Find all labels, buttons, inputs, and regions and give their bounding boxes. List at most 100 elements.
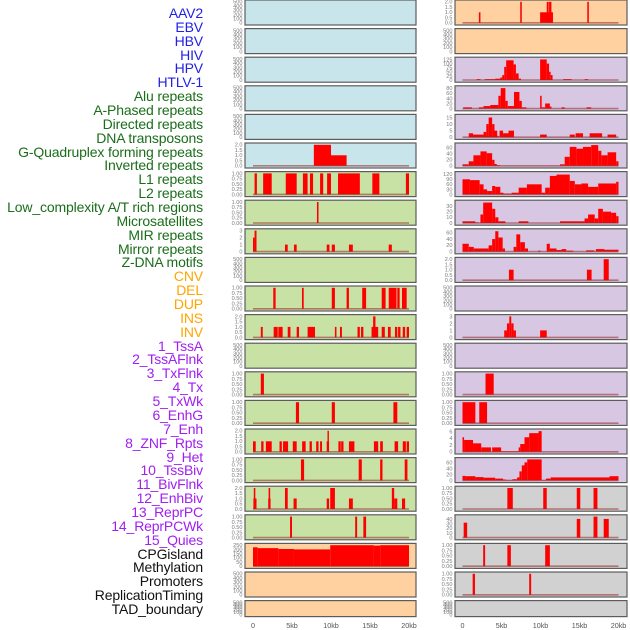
panel-frame	[454, 171, 628, 198]
bar	[301, 287, 304, 309]
y-tick-label: 2.0	[235, 314, 243, 320]
y-tick-label: 5	[449, 129, 452, 135]
panel-background	[455, 514, 627, 540]
panel-frame	[454, 428, 628, 455]
bar	[327, 430, 329, 452]
y-tick-label: 0.50	[232, 411, 243, 417]
y-tick-label: 0.50	[232, 182, 243, 188]
bar	[402, 441, 406, 452]
x-tick-label: 15kb	[572, 621, 588, 630]
bar	[492, 447, 502, 452]
y-tick-label: 0.25	[232, 530, 243, 536]
y-tick-label: 0.00	[442, 593, 453, 599]
y-tick-label: 200	[233, 356, 242, 362]
panel-background	[455, 286, 627, 311]
panel-l2-repeats: 0.000.250.500.751.00	[232, 371, 417, 399]
panel-background	[245, 400, 416, 426]
y-tick-label: 80	[446, 86, 452, 92]
bar	[326, 244, 330, 252]
legend-label: 6_EnhG	[152, 406, 204, 423]
y-tick-label: 1.5	[235, 148, 243, 154]
y-tick-label: 400	[233, 4, 242, 10]
y-tick-label: 100	[233, 556, 242, 562]
legend-label: 3_TxFlnk	[146, 365, 204, 382]
bar	[355, 516, 358, 538]
y-tick-label: 0.50	[232, 296, 243, 302]
bar	[278, 326, 283, 338]
bar	[361, 326, 364, 338]
bar	[616, 181, 619, 195]
y-tick-label: 400	[233, 576, 242, 582]
y-tick-label: 0	[449, 536, 452, 542]
bar	[273, 287, 276, 309]
bar	[593, 516, 598, 538]
bar	[462, 243, 469, 252]
bar	[527, 459, 542, 481]
bar	[302, 441, 306, 452]
legend-label: TAD_boundary	[111, 600, 203, 617]
legend-label: HIV	[180, 46, 203, 63]
bar	[472, 573, 475, 595]
y-tick-label: 200	[443, 41, 452, 47]
bar	[348, 498, 353, 509]
y-tick-label: 0.75	[442, 577, 453, 583]
bar	[327, 173, 331, 195]
bar	[492, 124, 495, 138]
y-tick-label: 0.00	[232, 478, 243, 484]
panel-promoters: 0.000.250.500.751.00	[442, 542, 628, 570]
bar	[517, 477, 520, 481]
bar	[339, 326, 342, 338]
y-tick-label: 0.5	[235, 502, 243, 508]
panel-frame	[454, 514, 628, 541]
bar	[307, 326, 316, 338]
bar	[479, 402, 488, 424]
bar	[494, 130, 498, 138]
y-tick-label: 300	[233, 123, 242, 129]
y-tick-label: 300	[233, 351, 242, 357]
y-tick-label: 500	[233, 257, 242, 263]
y-tick-label: 0.0	[445, 278, 453, 284]
y-tick-label: 0.25	[232, 416, 243, 422]
legend-label: DEL	[176, 282, 203, 299]
bar	[462, 437, 465, 452]
bar	[545, 545, 550, 567]
legend-label: L1 repeats	[138, 171, 203, 188]
panel-background	[245, 200, 416, 226]
bar	[520, 242, 525, 252]
y-tick-label: 0.5	[235, 330, 243, 336]
bar	[338, 173, 360, 195]
y-tick-label: 1.0	[235, 153, 243, 159]
y-tick-label: 0.75	[232, 520, 243, 526]
bar	[253, 547, 258, 567]
y-tick-label: 0.25	[232, 187, 243, 193]
bar	[524, 248, 529, 252]
bar	[508, 130, 514, 138]
panel-background	[245, 228, 416, 254]
bar	[524, 437, 530, 452]
legend-label: HTLV-1	[157, 74, 203, 91]
panel-frame	[454, 571, 628, 598]
y-tick-label: 50	[446, 70, 452, 76]
legend-label: MIR repeats	[128, 226, 203, 243]
bar	[362, 287, 367, 309]
bar	[473, 155, 481, 166]
panel-frame	[244, 428, 417, 455]
legend: AAV2 EBV HBV HIV HPV HTLV-1 Alu repeats …	[0, 6, 204, 617]
bar	[380, 545, 409, 567]
legend-label: HPV	[174, 60, 203, 77]
y-tick-label: 0.75	[442, 548, 453, 554]
y-tick-label: 400	[233, 347, 242, 353]
bar	[483, 202, 493, 223]
y-tick-label: 0.75	[232, 177, 243, 183]
bar	[494, 164, 497, 166]
y-tick-label: 200	[233, 127, 242, 133]
bar	[504, 330, 507, 338]
y-tick-label: 0.75	[442, 405, 453, 411]
legend-label: Z-DNA motifs	[121, 254, 204, 271]
bar	[540, 59, 547, 80]
bar	[309, 173, 314, 195]
bar	[268, 488, 271, 509]
y-tick-label: 0	[449, 78, 452, 84]
